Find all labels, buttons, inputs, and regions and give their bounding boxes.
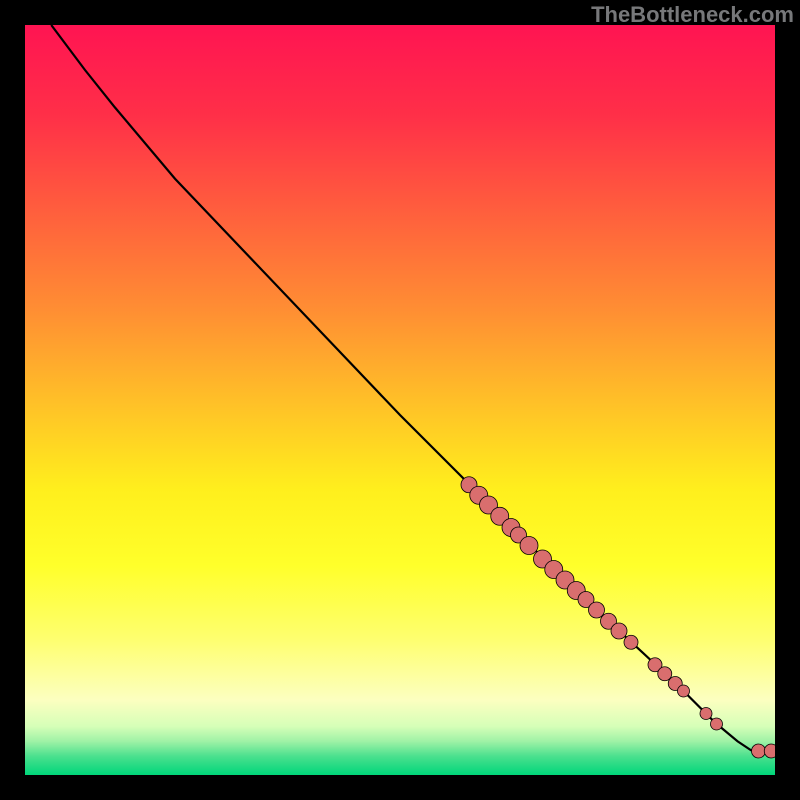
curve-layer [25, 25, 775, 775]
data-marker [624, 635, 638, 649]
data-marker [700, 708, 712, 720]
data-marker [658, 667, 672, 681]
data-marker [711, 718, 723, 730]
markers-group [461, 477, 775, 758]
data-marker [678, 685, 690, 697]
watermark-text: TheBottleneck.com [591, 2, 794, 28]
data-marker [752, 744, 766, 758]
data-marker [764, 744, 775, 758]
data-marker [520, 537, 538, 555]
data-marker [611, 623, 627, 639]
data-marker [589, 602, 605, 618]
chart-stage: TheBottleneck.com [0, 0, 800, 800]
bottleneck-curve [51, 25, 775, 753]
plot-area [25, 25, 775, 775]
